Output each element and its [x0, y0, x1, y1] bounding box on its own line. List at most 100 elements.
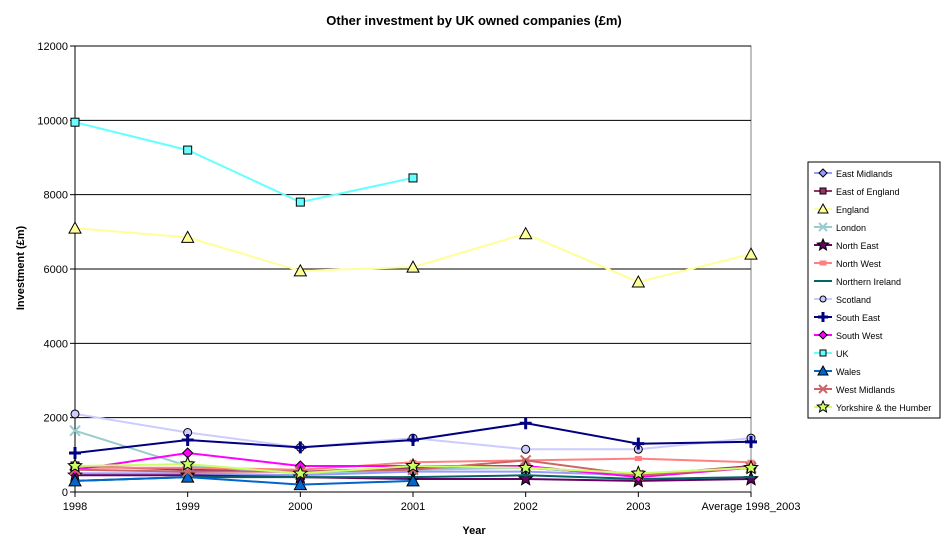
data-point	[816, 399, 830, 413]
chart-title: Other investment by UK owned companies (…	[326, 13, 621, 28]
data-point	[818, 330, 828, 340]
x-tick-label: 2000	[288, 501, 312, 513]
legend-label: North West	[836, 259, 881, 269]
legend-label: Scotland	[836, 295, 871, 305]
data-point	[744, 247, 758, 260]
data-point	[405, 457, 421, 473]
data-point	[294, 441, 307, 454]
x-tick-label: 2001	[401, 501, 425, 513]
series-group	[67, 117, 759, 491]
data-point	[630, 465, 647, 481]
data-point	[817, 202, 829, 214]
legend-label: London	[836, 223, 866, 233]
series-south-east	[69, 417, 757, 459]
legend-label: Northern Ireland	[836, 277, 901, 287]
data-point	[68, 221, 82, 234]
x-tick-labels: 1998 1999 2000 2001 2002 2003 Average 1998_200…	[63, 492, 801, 513]
y-tick-labels: 0 2000 4000 6000 8000 10000 12000	[37, 41, 75, 499]
data-point	[631, 274, 646, 288]
legend-item: Scotland	[814, 295, 871, 305]
series-line	[74, 476, 414, 486]
y-tick-label: 2000	[44, 413, 68, 425]
data-point	[518, 226, 533, 240]
x-tick-label: 1999	[175, 501, 199, 513]
legend-label: South East	[836, 313, 881, 323]
data-point	[406, 260, 420, 273]
data-point	[816, 237, 830, 251]
x-tick-label: 1998	[63, 501, 87, 513]
data-point	[70, 409, 80, 419]
legend-item: UK	[814, 349, 849, 359]
data-point	[67, 457, 83, 473]
data-point	[517, 470, 534, 486]
data-point	[818, 222, 828, 232]
y-tick-label: 4000	[44, 338, 68, 350]
legend-item: London	[814, 222, 866, 233]
legend-item: North West	[814, 259, 881, 269]
data-point	[632, 437, 645, 450]
data-point	[406, 473, 420, 487]
data-point	[69, 424, 81, 437]
legend-item: Yorkshire & the Humber	[814, 399, 931, 413]
legend-item: South East	[814, 312, 881, 323]
data-point	[68, 473, 82, 487]
series-england	[68, 221, 758, 288]
series-uk	[70, 117, 418, 207]
data-point	[818, 312, 828, 322]
data-point	[818, 384, 828, 394]
data-point	[179, 455, 196, 471]
data-point	[295, 197, 305, 207]
legend-label: Wales	[836, 367, 861, 377]
legend-item: Northern Ireland	[814, 277, 901, 287]
legend-label: West Midlands	[836, 385, 895, 395]
data-point	[292, 465, 309, 481]
data-point	[70, 117, 80, 127]
data-point	[819, 295, 827, 303]
data-point	[408, 173, 418, 183]
data-point	[818, 168, 828, 178]
data-point	[519, 417, 532, 430]
data-point	[819, 349, 827, 357]
legend-item: East of England	[814, 187, 900, 197]
legend-label: South West	[836, 331, 883, 341]
y-tick-label: 0	[62, 487, 68, 499]
data-point	[180, 230, 195, 243]
x-axis-label: Year	[462, 525, 486, 537]
data-point	[293, 263, 308, 277]
data-point	[183, 145, 193, 155]
legend-item: England	[814, 202, 869, 215]
data-point	[69, 446, 81, 459]
legend-label: Yorkshire & the Humber	[836, 403, 931, 413]
data-point	[743, 459, 759, 475]
y-tick-label: 12000	[37, 41, 68, 53]
x-tick-label: 2002	[513, 501, 537, 513]
x-tick-label: 2003	[626, 501, 650, 513]
data-point	[407, 433, 419, 446]
x-tick-label: Average 1998_2003	[702, 501, 801, 513]
legend-item: East Midlands	[814, 168, 893, 179]
legend-item: Wales	[814, 364, 861, 377]
data-point	[819, 187, 827, 195]
data-point	[634, 456, 642, 462]
y-axis-label: Investment (£m)	[15, 225, 27, 310]
legend-label: East Midlands	[836, 169, 893, 179]
data-point	[180, 470, 195, 483]
y-tick-label: 8000	[44, 190, 68, 202]
data-point	[819, 260, 827, 266]
legend-item: North East	[814, 237, 879, 251]
data-point	[817, 364, 829, 376]
legend-label: England	[836, 205, 869, 215]
data-point	[745, 435, 757, 448]
legend-item: South West	[814, 330, 883, 341]
legend-item: West Midlands	[814, 384, 895, 395]
legend-label: North East	[836, 241, 879, 251]
legend-label: UK	[836, 349, 849, 359]
series-yorkshire-the-humber	[67, 455, 759, 481]
data-point	[517, 459, 534, 475]
y-tick-label: 6000	[44, 264, 68, 276]
legend-box	[807, 161, 941, 419]
data-point	[181, 433, 194, 446]
data-point	[293, 477, 308, 491]
